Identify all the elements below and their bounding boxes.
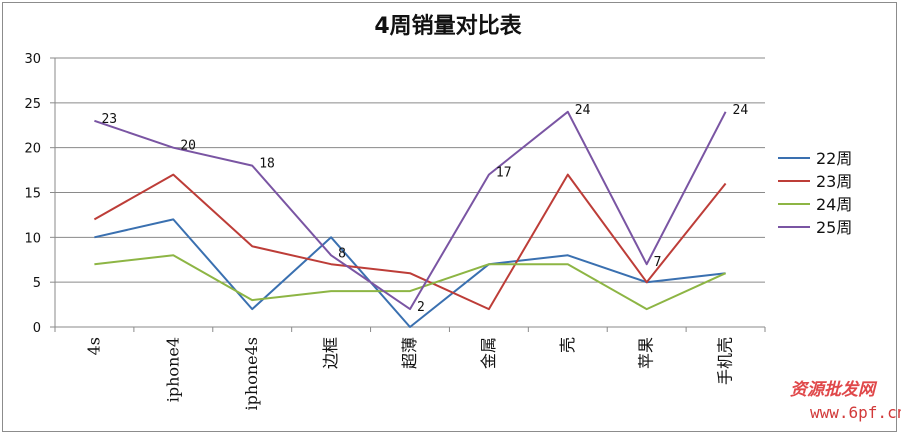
series-line-4: [94, 110, 727, 311]
data-label: 23: [101, 112, 117, 127]
x-tick-label: 4s: [84, 337, 103, 355]
y-tick-label: 0: [33, 321, 41, 336]
y-axis-ticks: 0 5 10 15 20 25 30: [24, 52, 41, 336]
data-label: 24: [575, 103, 591, 118]
x-tick-label: iphone4s: [242, 337, 261, 410]
data-label: 24: [733, 103, 749, 118]
y-tick-label: 10: [24, 231, 41, 246]
series-line-1: [94, 218, 726, 328]
x-tick-label: 边框: [321, 337, 340, 369]
y-tick-label: 15: [24, 187, 41, 202]
x-tick-label: iphone4: [163, 337, 182, 402]
watermark-line1: 资源批发网: [790, 380, 878, 400]
chart-title: 4周销量对比表: [374, 14, 522, 39]
legend-label: 24周: [816, 195, 852, 214]
series-line-3: [94, 254, 727, 311]
data-label: 7: [654, 255, 662, 270]
x-tick-label: 超薄: [400, 337, 419, 369]
y-tick-label: 25: [24, 97, 41, 112]
x-tick-label: 壳: [558, 337, 577, 353]
data-label: 20: [180, 139, 196, 154]
chart-frame: [2, 2, 897, 432]
x-axis-ticks: 4s iphone4 iphone4s 边框 超薄 金属 壳 苹果 手机壳: [84, 337, 734, 410]
gridlines: [55, 57, 765, 283]
series-line-2: [93, 173, 727, 311]
legend-label: 25周: [816, 218, 852, 237]
watermark-line2: www.6pf.cn: [810, 403, 901, 422]
series-lines: [93, 110, 727, 328]
y-tick-label: 30: [24, 52, 41, 67]
y-tick-label: 5: [33, 276, 41, 291]
data-label: 8: [338, 246, 346, 261]
x-tick-label: 手机壳: [716, 337, 735, 385]
data-label: 18: [259, 157, 275, 172]
watermark: 资源批发网 www.6pf.cn: [790, 380, 901, 422]
data-labels: 23 20 18 8 2 17 24 7 24: [101, 103, 748, 315]
y-tick-label: 20: [24, 142, 41, 157]
x-tick-label: 苹果: [637, 337, 656, 369]
data-label: 2: [417, 300, 425, 315]
legend: 22周 23周 24周 25周: [778, 149, 852, 237]
legend-label: 22周: [816, 149, 852, 168]
data-label: 17: [496, 166, 512, 181]
legend-label: 23周: [816, 172, 852, 191]
x-tick-label: 金属: [479, 337, 498, 369]
